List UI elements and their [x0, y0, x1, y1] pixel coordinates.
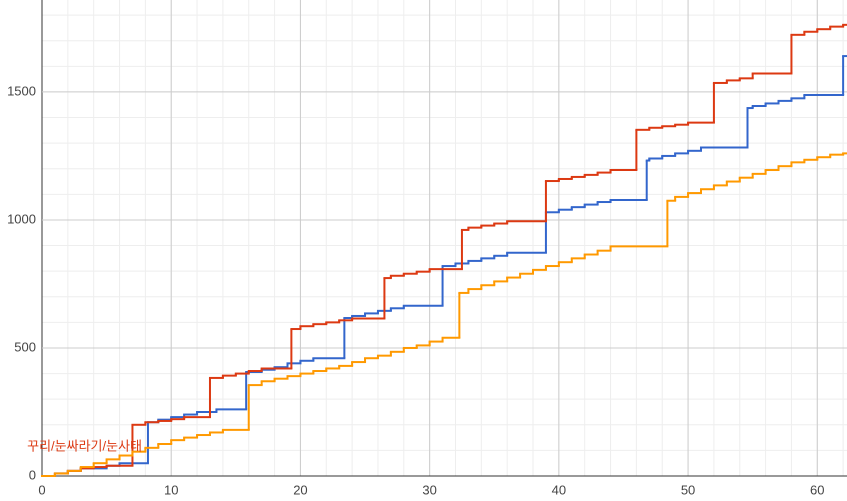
x-tick-label: 30 — [422, 482, 436, 497]
x-tick-label: 60 — [810, 482, 824, 497]
x-tick-label: 20 — [293, 482, 307, 497]
y-tick-label: 0 — [29, 467, 36, 482]
x-tick-label: 50 — [681, 482, 695, 497]
y-tick-label: 1000 — [7, 211, 36, 226]
y-tick-label: 500 — [14, 339, 36, 354]
plot — [41, 23, 847, 477]
x-tick-label: 40 — [552, 482, 566, 497]
annotation: 꾸리/눈싸라기/눈사태 — [27, 438, 142, 453]
x-tick-label: 0 — [38, 482, 45, 497]
grid — [41, 0, 847, 477]
x-tick-label: 10 — [164, 482, 178, 497]
y-tick-label: 1500 — [7, 83, 36, 98]
